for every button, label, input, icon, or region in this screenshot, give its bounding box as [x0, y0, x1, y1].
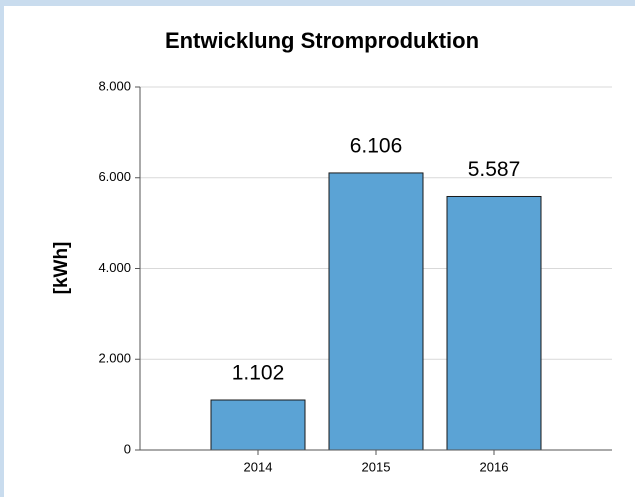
y-tick-label: 6.000	[98, 169, 131, 184]
x-tick-label: 2015	[362, 459, 391, 474]
value-label: 1.102	[232, 362, 285, 385]
y-tick-label: 2.000	[98, 351, 131, 366]
frame-left	[0, 0, 4, 497]
value-label: 6.106	[350, 134, 403, 157]
value-label: 5.587	[468, 158, 521, 181]
chart-title: Entwicklung Stromproduktion	[165, 28, 479, 53]
frame-top	[0, 0, 635, 6]
x-tick-label: 2016	[480, 459, 509, 474]
y-tick-label: 4.000	[98, 260, 131, 275]
bar	[446, 195, 542, 451]
y-axis-label: [kWh]	[51, 242, 72, 295]
y-tick-label: 0	[124, 441, 131, 456]
bar	[328, 172, 424, 451]
x-tick-label: 2014	[244, 459, 273, 474]
y-tick-label: 8.000	[98, 78, 131, 93]
bar	[210, 399, 306, 451]
